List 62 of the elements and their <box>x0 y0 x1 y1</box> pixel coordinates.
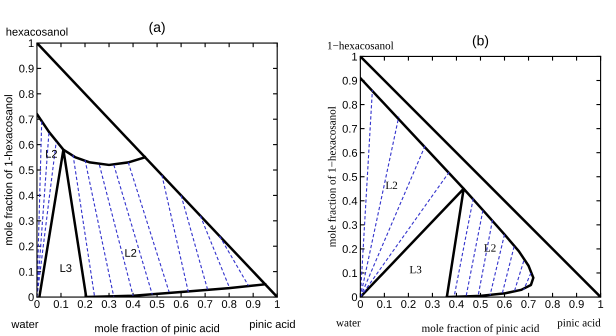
x-tick-label: 0.5 <box>473 300 488 308</box>
y-tick-label: 0.5 <box>19 166 34 174</box>
x-tick-label: 0.1 <box>54 300 68 308</box>
y-axis-title: mole fraction of 1−hexacosanol <box>328 106 336 248</box>
y-tick-label: 0.2 <box>342 245 358 254</box>
y-tick-label: 0.2 <box>19 242 34 250</box>
y-tick-label: 0.4 <box>19 192 34 200</box>
x-axis-title: mole fraction of pinic acid <box>95 324 220 334</box>
y-tick-label: 0.5 <box>342 173 358 181</box>
y-tick-label: 1 <box>28 39 34 48</box>
x-tick-label: 0.9 <box>246 300 260 308</box>
x-tick-label: 0 <box>34 300 40 308</box>
text: pinic acid <box>250 320 295 330</box>
y-tick-label: 1 <box>352 52 358 60</box>
x-tick-label: 0.4 <box>449 300 464 308</box>
y-tick-label: 0.7 <box>342 124 358 133</box>
y-tick-label: 0.4 <box>342 197 358 205</box>
x-tick-label: 0.6 <box>497 300 512 308</box>
y-tick-label: 0 <box>28 293 34 302</box>
y-tick-label: 0.1 <box>342 269 358 278</box>
x-tick-label: 1 <box>598 300 604 308</box>
y-tick-label: 0.9 <box>19 64 34 73</box>
text: hexacosanol <box>6 28 68 36</box>
annotation: L2 <box>46 150 57 158</box>
x-tick-label: 0.9 <box>569 300 584 308</box>
annotation: L2 <box>386 182 398 190</box>
x-tick-label: 0.3 <box>425 300 440 308</box>
annotation: L3 <box>60 264 72 272</box>
y-tick-label: 0.3 <box>19 217 34 225</box>
y-tick-label: 0.8 <box>19 90 34 98</box>
y-tick-label: 0.8 <box>342 100 358 109</box>
text: 1−hexacosanol <box>328 42 394 50</box>
x-tick-label: 0.6 <box>174 300 188 308</box>
annotation: L3 <box>410 266 422 274</box>
y-tick-label: 0.3 <box>342 221 358 229</box>
y-axis-title: mole fraction of 1-hexacosanol <box>4 95 12 245</box>
y-tick-label: 0.1 <box>19 268 34 276</box>
x-tick-label: 0.8 <box>222 300 236 308</box>
y-tick-label: 0.9 <box>342 76 358 85</box>
x-axis-title: mole fraction of pinic acid <box>422 324 540 334</box>
x-tick-label: 0.2 <box>78 300 92 308</box>
x-tick-label: 0.2 <box>401 300 416 308</box>
x-tick-label: 0.1 <box>377 300 392 308</box>
x-tick-label: 0.5 <box>150 300 164 308</box>
x-tick-label: 0 <box>358 300 364 308</box>
x-tick-label: 0.7 <box>521 300 536 308</box>
x-tick-label: 0.4 <box>126 300 140 308</box>
text: water <box>336 320 361 326</box>
y-tick-label: 0.7 <box>19 115 34 124</box>
text: water <box>11 320 38 328</box>
y-tick-label: 0.6 <box>19 140 34 149</box>
chart-title: (a) <box>149 22 165 35</box>
x-tick-label: 0.7 <box>198 300 212 308</box>
y-tick-label: 0 <box>352 293 358 302</box>
chart-title: (b) <box>472 35 488 48</box>
x-tick-label: 0.3 <box>102 300 116 308</box>
y-tick-label: 0.6 <box>342 148 358 157</box>
annotation: L2 <box>484 244 496 252</box>
x-tick-label: 1 <box>274 300 280 308</box>
x-tick-label: 0.8 <box>545 300 560 308</box>
text: pinic acid <box>557 318 601 329</box>
annotation: L2 <box>125 248 136 257</box>
